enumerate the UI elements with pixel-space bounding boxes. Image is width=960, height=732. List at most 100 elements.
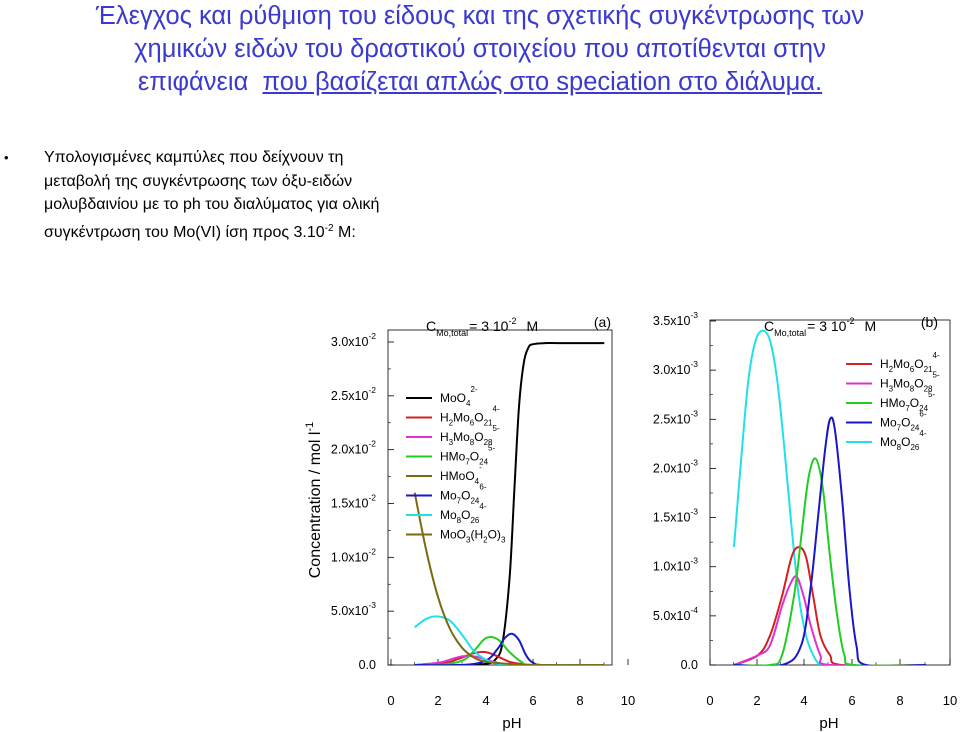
legend-label: Mo8O264-: [440, 502, 487, 525]
y-tick-exponent: -3: [690, 556, 698, 566]
series-group: [733, 329, 926, 665]
x-axis-label-b: pH: [819, 715, 838, 732]
x-tick-label: 10: [621, 693, 635, 708]
series-line-1: [733, 546, 926, 665]
y-tick-mantissa: 3.0x10: [653, 363, 691, 377]
y-tick-mantissa: 5.0x10: [331, 604, 369, 618]
y-tick-label: 3.5x10-3: [653, 310, 698, 328]
y-tick-label: 1.5x10-3: [653, 507, 698, 525]
total-concentration-label: CMo,total= 3 10-2 M: [426, 316, 538, 338]
title-line-3-start: επιφάνεια: [137, 68, 249, 96]
legend-label: Mo7O246-: [440, 483, 487, 506]
y-tick-label: 0.0: [359, 658, 376, 672]
legend-label: MoO42-: [440, 385, 478, 408]
title-line-2: χημικών ειδών του δραστικού στοιχείου πο…: [134, 35, 826, 63]
bullet-text-line-1: Υπολογισμένες καμπύλες που δείχνουν τη: [44, 149, 344, 166]
bullet-text-line-3: μολυβδαινίου με το ph του διαλύματος για…: [44, 196, 380, 213]
y-tick-mantissa: 2.5x10: [331, 389, 369, 403]
series-group: [413, 342, 605, 665]
series-line-4: [734, 416, 926, 665]
y-tick-label: 5.0x10-3: [331, 600, 376, 618]
y-tick-mantissa: 0.0: [681, 658, 698, 672]
y-axis-label: Concentration / mol l-1: [304, 422, 324, 579]
x-tick-label: 6: [848, 693, 855, 708]
y-tick-exponent: -2: [368, 331, 376, 341]
y-tick-label: 1.0x10-2: [331, 546, 376, 564]
y-tick-mantissa: 1.5x10: [653, 511, 691, 525]
x-tick-label: 4: [800, 693, 807, 708]
y-tick-exponent: -3: [368, 600, 376, 610]
legend-label: H3Mo8O285-: [440, 424, 500, 447]
y-tick-mantissa: 1.0x10: [331, 550, 369, 564]
bullet-text-line-4-unit: M:: [333, 223, 356, 241]
x-axis-label-a: pH: [502, 715, 521, 732]
bullet-text-line-4-main: συγκέντρωση του Mo(VI) ίση προς 3.10: [44, 223, 325, 241]
y-tick-exponent: -2: [368, 493, 376, 503]
y-tick-label: 2.0x10-2: [331, 439, 376, 457]
series-line-4: [414, 632, 605, 665]
annotation-exponent: -2: [846, 316, 854, 326]
y-tick-exponent: -2: [368, 385, 376, 395]
series-line-5: [414, 615, 605, 665]
title-line-3: επιφάνεια που βασίζεται απλώς στο specia…: [0, 66, 960, 99]
y-axis-label-text: Concentration / mol l-1: [304, 422, 324, 579]
bullet-text-line-2: μεταβολή της συγκέντρωσης των όξυ-ειδών: [44, 172, 353, 190]
y-tick-exponent: -3: [690, 408, 698, 418]
series-line-6: [413, 492, 605, 665]
series-line-0: [733, 329, 830, 665]
legend-label: H3Mo8O285-: [880, 371, 940, 394]
slide-title: Έλεγχος και ρύθμιση του είδους και της σ…: [0, 0, 960, 99]
annotation-value: = 3 10: [807, 318, 847, 334]
legend: MoO42-H2Mo6O214-H3Mo8O285-HMo7O245-HMoO4…: [406, 385, 506, 545]
y-tick-label: 1.5x10-2: [331, 493, 376, 511]
y-tick-mantissa: 0.0: [359, 658, 376, 672]
y-tick-mantissa: 5.0x10: [653, 609, 691, 623]
y-tick-mantissa: 3.5x10: [653, 314, 691, 328]
annotation-unit: M: [864, 318, 876, 334]
y-tick-label: 3.0x10-2: [331, 331, 376, 349]
y-tick-label: 5.0x10-4: [653, 605, 698, 623]
y-tick-mantissa: 1.0x10: [653, 560, 691, 574]
title-line-3-underlined: που βασίζεται απλώς στο speciation στο δ…: [262, 68, 823, 96]
y-tick-exponent: -3: [690, 310, 698, 320]
bullet-text-line-4: συγκέντρωση του Mo(VI) ίση προς 3.10-2 M…: [44, 217, 379, 245]
x-tick-label: 8: [896, 693, 903, 708]
y-tick-label: 1.0x10-3: [653, 556, 698, 574]
legend-label: H2Mo6O214-: [440, 405, 500, 428]
y-tick-mantissa: 2.0x10: [331, 443, 369, 457]
panel-label: (b): [921, 314, 938, 330]
legend-label: H2Mo6O214-: [880, 351, 940, 374]
x-tick-label: 8: [576, 693, 583, 708]
bullet-text: Υπολογισμένες καμπύλες που δείχνουν τη μ…: [44, 146, 379, 244]
y-tick-exponent: -3: [690, 507, 698, 517]
annotation-exponent: -2: [508, 316, 516, 326]
y-tick-mantissa: 3.0x10: [331, 335, 369, 349]
annotation-subscript: Mo,total: [774, 328, 806, 338]
y-tick-label: 0.0: [681, 658, 698, 672]
legend: H2Mo6O214-H3Mo8O285-HMo7O245-Mo7O246-Mo8…: [846, 351, 940, 452]
y-tick-label: 3.0x10-3: [653, 359, 698, 377]
legend-label: Mo8O264-: [880, 429, 927, 452]
x-tick-label: 4: [482, 693, 489, 708]
y-tick-exponent: -2: [368, 546, 376, 556]
legend-label: MoO3(H2O)3: [440, 528, 506, 545]
x-tick-label: 10: [943, 693, 957, 708]
x-tick-label: 6: [529, 693, 536, 708]
chart-panel-a: 0.05.0x10-31.0x10-21.5x10-22.0x10-22.5x1…: [331, 314, 635, 708]
annotation-unit: M: [526, 318, 538, 334]
legend-label: HMo7O245-: [440, 444, 495, 467]
y-tick-mantissa: 2.5x10: [653, 412, 691, 426]
y-tick-label: 2.5x10-2: [331, 385, 376, 403]
series-line-0: [414, 342, 605, 665]
y-tick-label: 2.0x10-3: [653, 457, 698, 475]
x-tick-label: 0: [387, 693, 394, 708]
x-tick-label: 0: [706, 693, 713, 708]
title-line-1: Έλεγχος και ρύθμιση του είδους και της σ…: [95, 2, 865, 30]
y-tick-exponent: -4: [690, 605, 698, 615]
series-line-2: [414, 654, 605, 665]
annotation-c: C: [764, 318, 774, 334]
y-tick-exponent: -2: [368, 439, 376, 449]
chart-panel-b: 0.05.0x10-41.0x10-31.5x10-32.0x10-32.5x1…: [653, 310, 957, 708]
bullet-text-exponent: -2: [324, 222, 334, 234]
